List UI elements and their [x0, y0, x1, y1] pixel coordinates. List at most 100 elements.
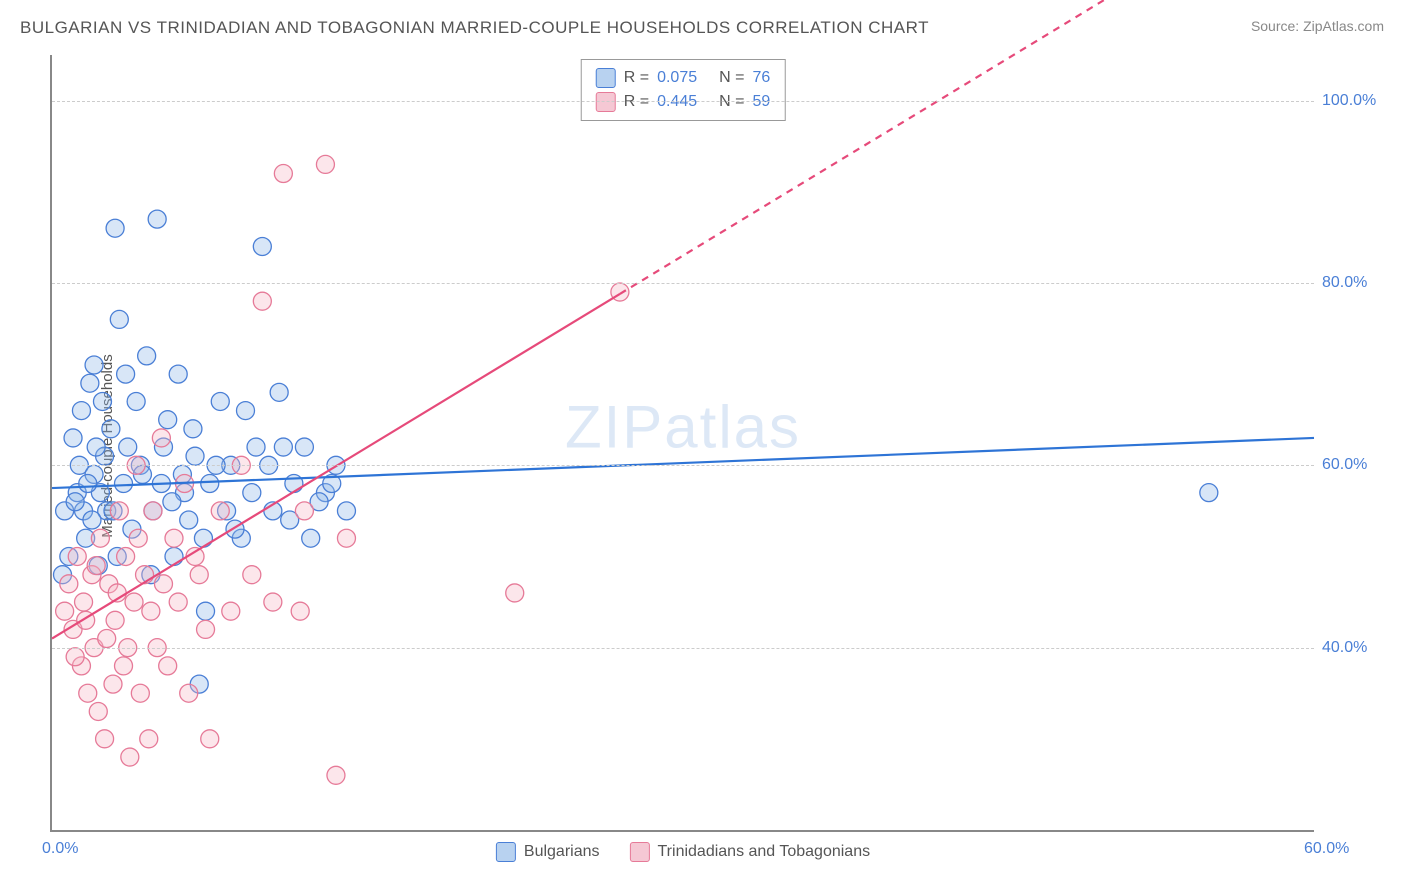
data-point	[152, 429, 170, 447]
legend-series-item: Bulgarians	[496, 842, 600, 862]
data-point	[180, 511, 198, 529]
data-point	[243, 566, 261, 584]
y-tick-label: 60.0%	[1322, 456, 1392, 474]
legend-swatch	[596, 92, 616, 112]
data-point	[115, 475, 133, 493]
data-point	[237, 402, 255, 420]
data-point	[138, 347, 156, 365]
data-point	[295, 438, 313, 456]
legend-row: R =0.445N =59	[596, 90, 771, 114]
data-point	[264, 593, 282, 611]
data-point	[106, 219, 124, 237]
data-point	[89, 702, 107, 720]
data-point	[115, 657, 133, 675]
data-point	[68, 547, 86, 565]
data-point	[98, 630, 116, 648]
data-point	[144, 502, 162, 520]
data-point	[201, 475, 219, 493]
gridline	[52, 101, 1314, 102]
data-point	[194, 529, 212, 547]
data-point	[125, 593, 143, 611]
data-point	[64, 429, 82, 447]
data-point	[184, 420, 202, 438]
data-point	[102, 420, 120, 438]
data-point	[274, 165, 292, 183]
data-point	[243, 484, 261, 502]
legend-series-label: Bulgarians	[524, 843, 600, 861]
legend-r-label: R =	[624, 90, 649, 114]
data-point	[201, 730, 219, 748]
data-point	[148, 210, 166, 228]
trend-line-dashed	[620, 0, 1314, 294]
legend-swatch	[496, 842, 516, 862]
data-point	[211, 392, 229, 410]
source-label: Source: ZipAtlas.com	[1251, 18, 1384, 34]
data-point	[87, 557, 105, 575]
data-point	[291, 602, 309, 620]
data-point	[72, 402, 90, 420]
legend-n-label: N =	[719, 66, 744, 90]
legend-r-label: R =	[624, 66, 649, 90]
data-point	[165, 529, 183, 547]
data-point	[93, 392, 111, 410]
data-point	[186, 447, 204, 465]
x-tick-label: 0.0%	[42, 840, 78, 858]
data-point	[154, 575, 172, 593]
data-point	[337, 502, 355, 520]
data-point	[180, 684, 198, 702]
data-point	[79, 684, 97, 702]
data-point	[119, 438, 137, 456]
data-point	[85, 356, 103, 374]
data-point	[142, 602, 160, 620]
gridline	[52, 465, 1314, 466]
data-point	[327, 766, 345, 784]
data-point	[91, 529, 109, 547]
data-point	[159, 657, 177, 675]
data-point	[87, 438, 105, 456]
data-point	[104, 675, 122, 693]
legend-n-value: 59	[752, 90, 770, 114]
data-point	[169, 593, 187, 611]
legend-r-value: 0.075	[657, 66, 697, 90]
data-point	[60, 575, 78, 593]
legend-swatch	[630, 842, 650, 862]
data-point	[83, 511, 101, 529]
data-point	[190, 566, 208, 584]
data-point	[302, 529, 320, 547]
data-point	[253, 292, 271, 310]
data-point	[169, 365, 187, 383]
data-point	[211, 502, 229, 520]
data-point	[121, 748, 139, 766]
legend-series: Bulgarians Trinidadians and Tobagonians	[496, 842, 870, 862]
data-point	[127, 392, 145, 410]
data-point	[274, 438, 292, 456]
chart-svg	[52, 55, 1314, 830]
data-point	[159, 411, 177, 429]
data-point	[56, 602, 74, 620]
plot-area: ZIPatlas R =0.075N =76R =0.445N =59 Bulg…	[50, 55, 1314, 832]
data-point	[110, 502, 128, 520]
data-point	[79, 475, 97, 493]
data-point	[117, 365, 135, 383]
data-point	[506, 584, 524, 602]
data-point	[106, 611, 124, 629]
legend-n-value: 76	[752, 66, 770, 90]
legend-n-label: N =	[719, 90, 744, 114]
data-point	[66, 493, 84, 511]
data-point	[247, 438, 265, 456]
data-point	[1200, 484, 1218, 502]
data-point	[131, 684, 149, 702]
legend-series-item: Trinidadians and Tobagonians	[630, 842, 871, 862]
data-point	[197, 620, 215, 638]
data-point	[270, 383, 288, 401]
chart-title: BULGARIAN VS TRINIDADIAN AND TOBAGONIAN …	[20, 18, 929, 38]
data-point	[316, 155, 334, 173]
x-tick-label: 60.0%	[1304, 840, 1349, 858]
legend-row: R = 0.075 N = 76	[596, 66, 771, 90]
data-point	[96, 730, 114, 748]
data-point	[165, 547, 183, 565]
data-point	[129, 529, 147, 547]
y-tick-label: 80.0%	[1322, 274, 1392, 292]
data-point	[117, 547, 135, 565]
data-point	[163, 493, 181, 511]
